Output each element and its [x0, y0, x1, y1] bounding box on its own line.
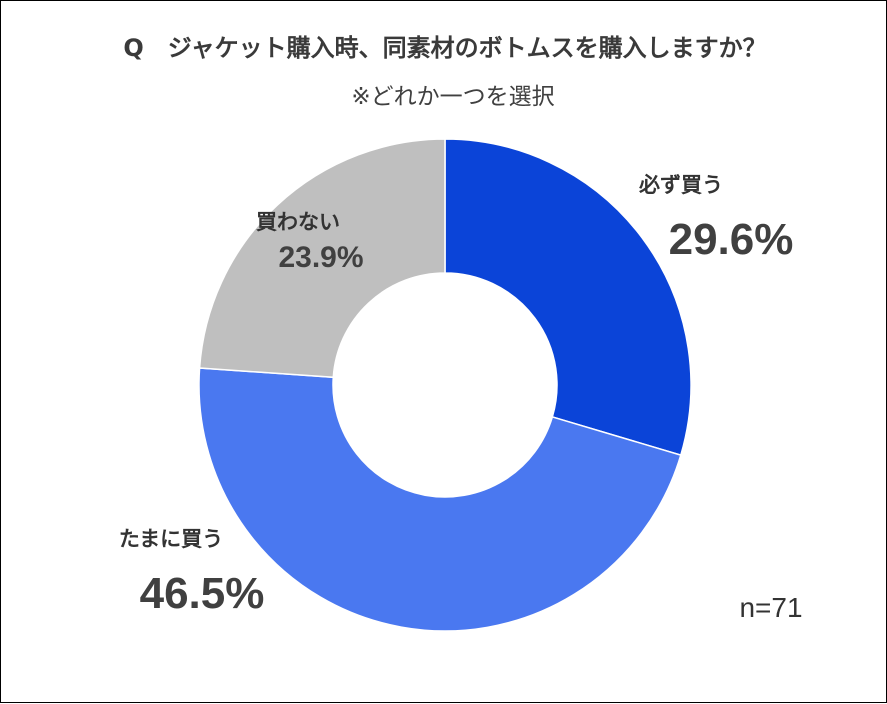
slice-tamani-kau [198, 367, 682, 632]
label-value-kawanai: 23.9% [278, 241, 363, 274]
donut-slices [198, 138, 692, 632]
chart-title: Q ジャケット購入時、同素材のボトムスを購入しますか？ [123, 34, 766, 62]
label-category-kanarazu: 必ず買う [639, 173, 723, 197]
slice-kawanai [198, 138, 446, 379]
label-category-tamani: たまに買う [119, 527, 223, 551]
label-value-tamani: 46.5% [140, 569, 265, 618]
chart-subtitle: ※どれか一つを選択 [351, 84, 554, 110]
label-category-kawanai: 買わない [256, 210, 340, 234]
label-value-kanarazu: 29.6% [669, 215, 794, 264]
slice-kanarazu-kau [444, 138, 692, 457]
sample-size-note: n=71 [739, 592, 802, 623]
